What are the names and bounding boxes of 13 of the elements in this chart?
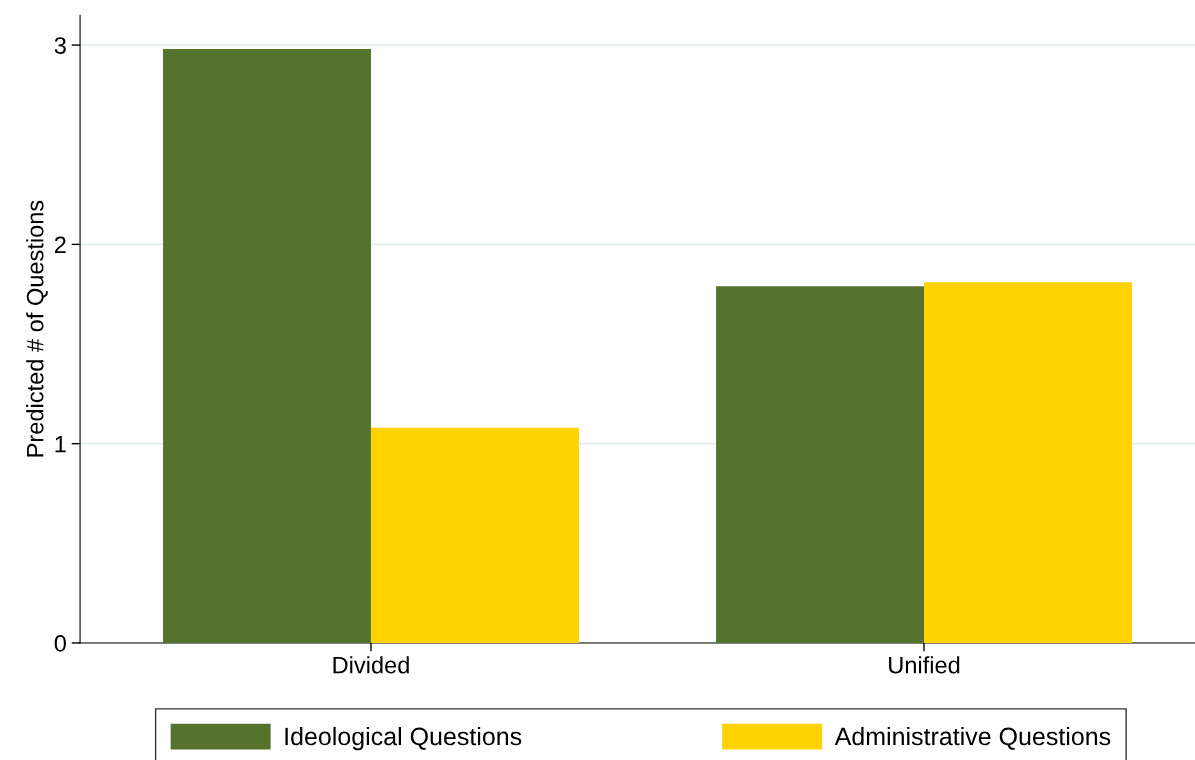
legend-label: Ideological Questions xyxy=(285,726,522,751)
x-tick-label: Unified xyxy=(889,656,960,674)
bar xyxy=(924,282,1132,643)
y-axis-title: Predicted # of Questions xyxy=(26,200,48,457)
y-tick-label: 3 xyxy=(54,37,66,54)
x-tick-label: Divided xyxy=(333,656,409,674)
y-tick-label: 0 xyxy=(54,635,66,652)
bar xyxy=(716,286,925,643)
legend-label: Administrative Questions xyxy=(834,726,1111,750)
y-tick-label: 2 xyxy=(54,236,66,253)
y-tick-label: 1 xyxy=(55,435,66,453)
bar xyxy=(370,427,579,643)
bar xyxy=(163,49,371,643)
